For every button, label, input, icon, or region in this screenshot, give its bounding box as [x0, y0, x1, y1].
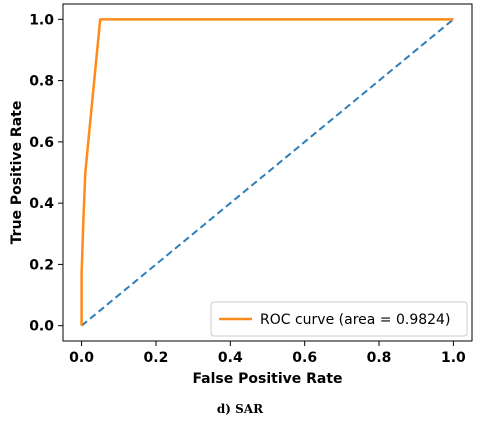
y-axis-label: True Positive Rate [9, 101, 25, 245]
y-tick-label: 0.6 [29, 135, 54, 151]
figure-caption: d) SAR [216, 402, 264, 416]
y-tick-label: 0.8 [29, 74, 54, 90]
y-tick-label: 1.0 [29, 12, 54, 28]
roc-chart: 0.0 0.2 0.4 0.6 0.8 1.0 0.0 0.2 0.4 0.6 0.8 1.0 Fa… [9, 3, 473, 387]
x-tick-label: 0.8 [367, 350, 392, 366]
x-tick-label: 0.2 [144, 350, 169, 366]
legend-box [210, 301, 468, 337]
plot-frame [62, 3, 473, 342]
x-axis-ticks: 0.0 0.2 0.4 0.6 0.8 1.0 [69, 341, 466, 366]
y-tick-label: 0.0 [29, 319, 54, 335]
y-tick-label: 0.4 [29, 196, 54, 212]
x-axis-label: False Positive Rate [192, 371, 342, 387]
x-tick-label: 0.6 [292, 350, 317, 366]
series-layer [80, 18, 455, 327]
x-tick-label: 1.0 [441, 350, 466, 366]
x-tick-label: 0.4 [218, 350, 243, 366]
chance-diagonal-line [80, 18, 455, 327]
roc-curve-line [80, 18, 454, 326]
y-tick-label: 0.2 [29, 257, 54, 273]
legend: ROC curve (area = 0.9824) [210, 301, 468, 337]
x-tick-label: 0.0 [69, 350, 94, 366]
legend-label-roc: ROC curve (area = 0.9824) [260, 312, 450, 328]
y-axis-ticks: 0.0 0.2 0.4 0.6 0.8 1.0 [29, 12, 63, 335]
